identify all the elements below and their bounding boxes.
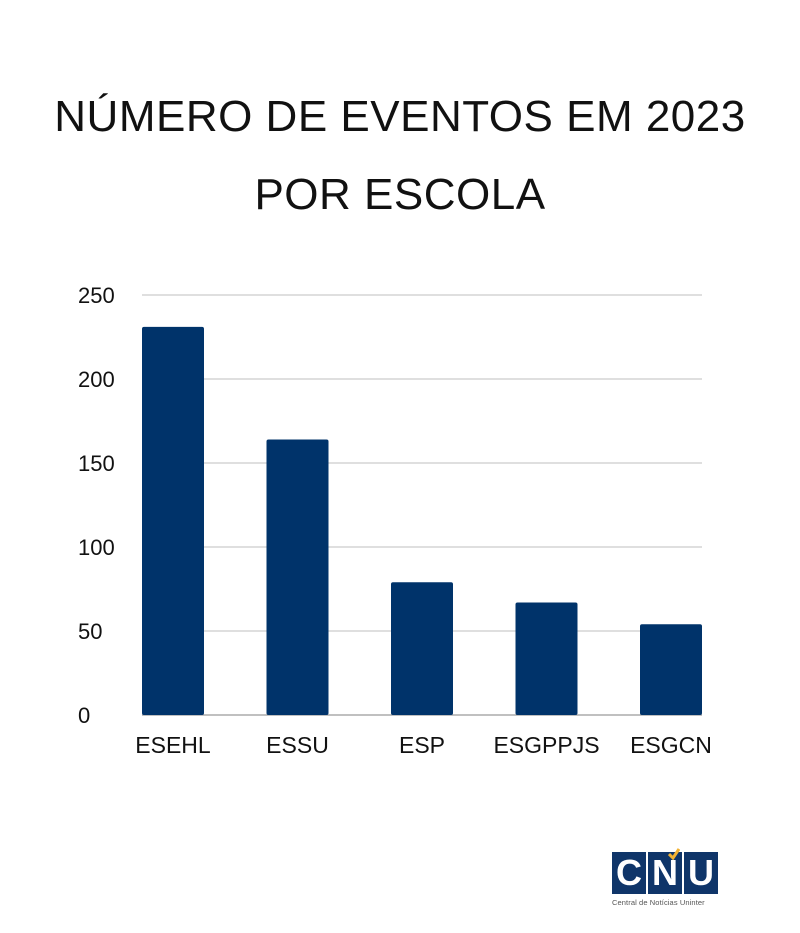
y-tick-label: 0 — [78, 703, 90, 728]
x-category-label: ESEHL — [135, 732, 211, 758]
bar-esehl — [142, 326, 204, 715]
x-category-label: ESP — [399, 732, 445, 758]
x-category-label: ESGPPJS — [493, 732, 599, 758]
chart-title: NÚMERO DE EVENTOS EM 2023 POR ESCOLA — [0, 78, 800, 234]
bar-essu — [266, 439, 329, 715]
bar-esp — [391, 582, 453, 715]
cnu-logo: C N U Central de Notícias Uninter — [612, 848, 722, 922]
bar-esgppjs — [515, 602, 578, 715]
chart-title-line1: NÚMERO DE EVENTOS EM 2023 — [54, 92, 746, 141]
y-tick-label: 150 — [78, 451, 115, 476]
logo-letter-u: U — [684, 852, 718, 894]
bar-chart: 0 50 100 150 200 250 ESEHL ESSU ESP ESGPPJS ESGCN — [78, 283, 712, 758]
x-category-label: ESSU — [266, 732, 329, 758]
x-category-label: ESGCN — [630, 732, 712, 758]
y-tick-label: 250 — [78, 283, 115, 308]
y-tick-label: 100 — [78, 535, 115, 560]
bar-esgcn — [640, 624, 702, 715]
logo-letter-c: C — [612, 852, 646, 894]
y-tick-label: 200 — [78, 367, 115, 392]
y-tick-label: 50 — [78, 619, 102, 644]
chart-title-line2: POR ESCOLA — [254, 170, 546, 219]
logo-tagline: Central de Notícias Uninter — [612, 898, 705, 907]
logo-check-icon — [668, 848, 680, 860]
